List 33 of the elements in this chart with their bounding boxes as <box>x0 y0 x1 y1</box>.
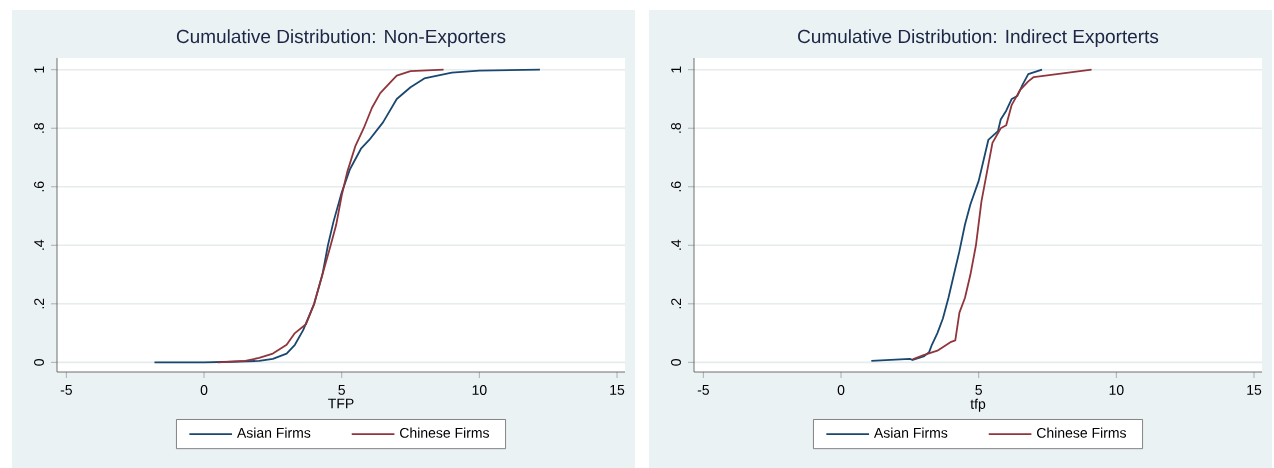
x-tick-label: 10 <box>1109 385 1124 395</box>
y-tick-label: 1 <box>671 66 681 73</box>
x-tick-label: 15 <box>1247 385 1262 395</box>
y-tick-label: .2 <box>671 298 681 309</box>
x-tick-label: 5 <box>338 385 345 395</box>
line-series <box>153 68 541 364</box>
x-tick-label: 15 <box>610 385 625 395</box>
y-tick-label: .2 <box>34 298 44 309</box>
line-series <box>216 68 445 364</box>
x-tick-label: -5 <box>60 385 72 395</box>
x-tick-label: 5 <box>975 385 982 395</box>
x-axis-title: tfp <box>970 398 986 412</box>
y-tick-label: 1 <box>34 66 44 73</box>
y-tick-label: .6 <box>34 181 44 192</box>
y-tick-label: .4 <box>34 239 44 250</box>
line-series <box>870 68 1043 362</box>
legend-label: Asian Firms <box>236 427 311 438</box>
y-tick-label: 0 <box>34 358 44 366</box>
y-tick-label: .8 <box>671 123 681 133</box>
y-tick-label: .4 <box>671 239 681 250</box>
y-tick-label: 0 <box>671 358 681 366</box>
x-axis-title: TFP <box>328 398 354 409</box>
x-tick-label: 10 <box>472 385 487 395</box>
chart-title: Cumulative Distribution: Non-Exporters <box>176 29 506 47</box>
legend-label: Chinese Firms <box>1037 427 1127 438</box>
x-tick-label: 0 <box>200 385 208 395</box>
legend-label: Asian Firms <box>873 427 948 438</box>
x-tick-label: -5 <box>697 385 709 395</box>
y-tick-label: .8 <box>34 123 44 133</box>
chart-title: Cumulative Distribution: Indirect Exporterts <box>798 29 1159 47</box>
y-tick-label: .6 <box>671 181 681 192</box>
legend-label: Chinese Firms <box>400 427 490 438</box>
x-tick-label: 0 <box>837 385 845 395</box>
